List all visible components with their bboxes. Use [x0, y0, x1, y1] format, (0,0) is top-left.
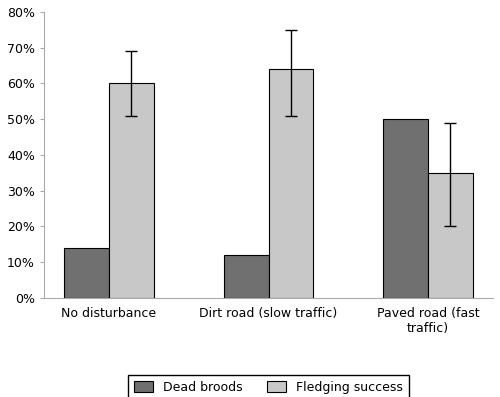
Bar: [64, 248, 109, 298]
Bar: [268, 69, 313, 298]
Legend: Dead broods, Fledging success: Dead broods, Fledging success: [128, 375, 410, 397]
Bar: [224, 255, 268, 298]
Bar: [428, 173, 472, 298]
Bar: [109, 83, 154, 298]
Bar: [384, 119, 428, 298]
